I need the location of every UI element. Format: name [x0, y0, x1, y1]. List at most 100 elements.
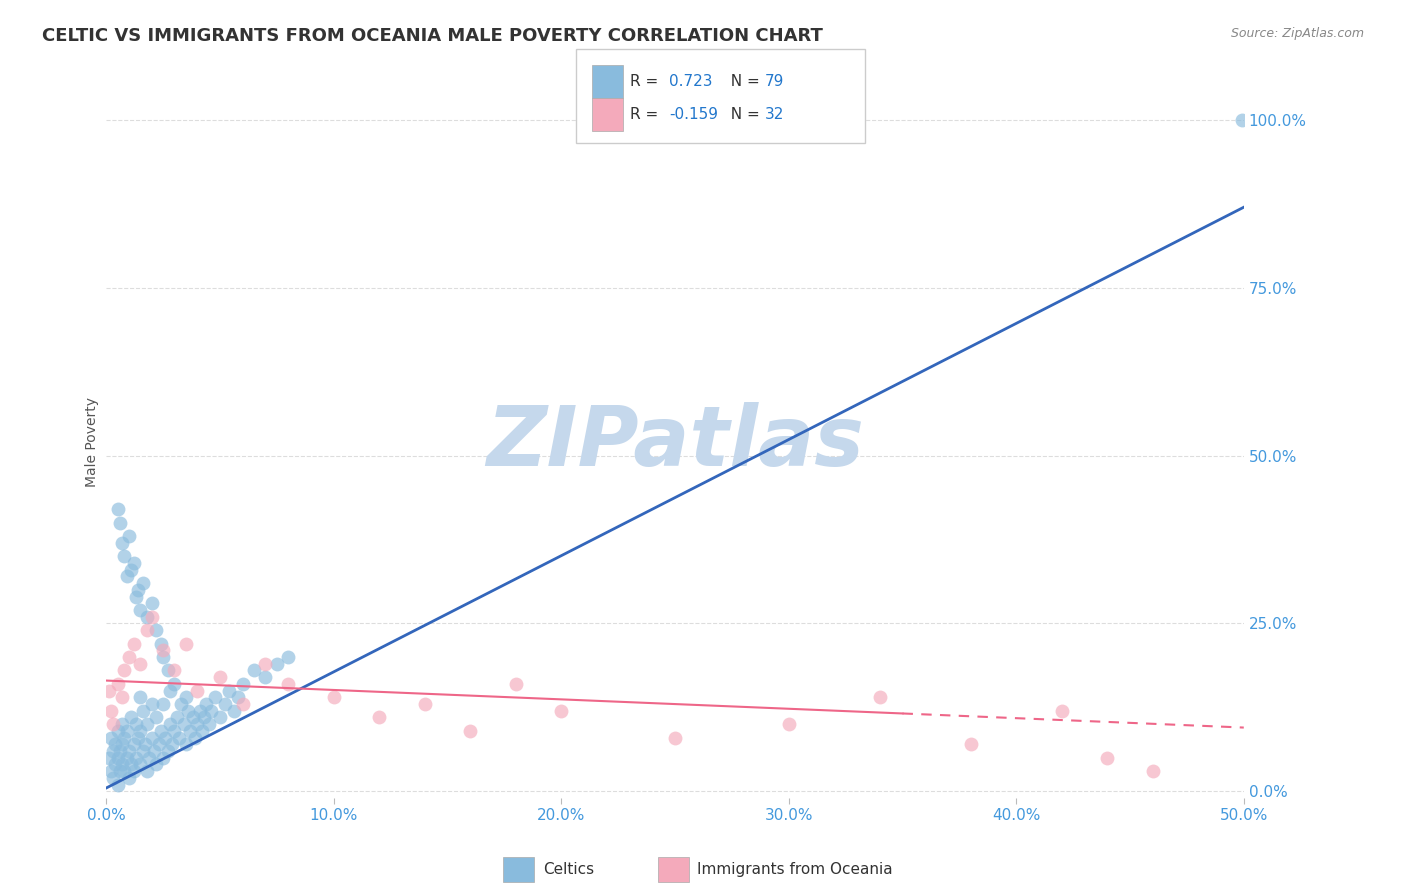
Point	[277, 650, 299, 665]
Text: Immigrants from Oceania: Immigrants from Oceania	[697, 863, 893, 877]
Point	[208, 710, 231, 724]
Point	[120, 710, 142, 724]
Text: CELTIC VS IMMIGRANTS FROM OCEANIA MALE POVERTY CORRELATION CHART: CELTIC VS IMMIGRANTS FROM OCEANIA MALE P…	[42, 27, 823, 45]
Point	[101, 717, 124, 731]
Point	[174, 637, 197, 651]
Point	[174, 690, 197, 705]
Point	[129, 603, 152, 617]
Point	[122, 764, 145, 779]
Point	[125, 717, 148, 731]
Point	[195, 697, 218, 711]
Point	[100, 704, 122, 718]
Point	[141, 697, 163, 711]
Text: Celtics: Celtics	[543, 863, 593, 877]
Point	[100, 731, 122, 745]
Point	[664, 731, 686, 745]
Point	[125, 590, 148, 604]
Point	[115, 723, 138, 738]
Point	[101, 771, 124, 785]
Point	[136, 764, 159, 779]
Text: 79: 79	[765, 74, 785, 89]
Point	[156, 664, 179, 678]
Point	[111, 757, 134, 772]
Point	[114, 731, 136, 745]
Point	[136, 717, 159, 731]
Point	[186, 717, 208, 731]
Point	[108, 744, 131, 758]
Point	[177, 704, 200, 718]
Point	[104, 757, 127, 772]
Point	[155, 731, 177, 745]
Point	[159, 683, 181, 698]
Point	[101, 744, 124, 758]
Point	[869, 690, 891, 705]
Point	[413, 697, 436, 711]
Point	[111, 737, 134, 751]
Point	[152, 751, 174, 765]
Text: 32: 32	[765, 107, 785, 122]
Text: N =: N =	[721, 74, 765, 89]
Point	[104, 737, 127, 751]
Point	[97, 683, 120, 698]
Point	[163, 677, 186, 691]
Text: N =: N =	[721, 107, 765, 122]
Point	[120, 563, 142, 577]
Point	[122, 737, 145, 751]
Point	[200, 704, 222, 718]
Point	[149, 637, 172, 651]
Point	[505, 677, 527, 691]
Point	[186, 683, 208, 698]
Point	[118, 529, 141, 543]
Point	[222, 704, 245, 718]
Point	[550, 704, 572, 718]
Point	[136, 609, 159, 624]
Point	[226, 690, 249, 705]
Point	[148, 737, 170, 751]
Point	[163, 664, 186, 678]
Point	[97, 751, 120, 765]
Point	[1050, 704, 1073, 718]
Point	[118, 771, 141, 785]
Point	[193, 710, 215, 724]
Point	[1230, 112, 1253, 127]
Point	[1142, 764, 1164, 779]
Point	[152, 643, 174, 657]
Point	[152, 697, 174, 711]
Point	[118, 744, 141, 758]
Point	[131, 744, 153, 758]
Point	[166, 710, 188, 724]
Text: 0.723: 0.723	[669, 74, 713, 89]
Point	[1097, 751, 1119, 765]
Point	[204, 690, 226, 705]
Point	[145, 710, 167, 724]
Point	[145, 757, 167, 772]
Text: Source: ZipAtlas.com: Source: ZipAtlas.com	[1230, 27, 1364, 40]
Point	[100, 764, 122, 779]
Point	[129, 757, 152, 772]
Point	[277, 677, 299, 691]
Text: R =: R =	[630, 107, 664, 122]
Point	[134, 737, 156, 751]
Point	[114, 764, 136, 779]
Point	[143, 744, 166, 758]
Point	[322, 690, 344, 705]
Point	[149, 723, 172, 738]
Point	[218, 683, 240, 698]
Point	[160, 737, 183, 751]
Point	[129, 657, 152, 671]
Point	[108, 516, 131, 530]
Point	[214, 697, 236, 711]
Text: -0.159: -0.159	[669, 107, 718, 122]
Point	[111, 690, 134, 705]
Point	[174, 737, 197, 751]
Point	[152, 650, 174, 665]
Point	[778, 717, 800, 731]
Point	[138, 751, 160, 765]
Point	[107, 723, 129, 738]
Point	[188, 704, 211, 718]
Point	[107, 778, 129, 792]
Point	[114, 549, 136, 564]
Point	[136, 624, 159, 638]
Point	[145, 624, 167, 638]
Point	[141, 609, 163, 624]
